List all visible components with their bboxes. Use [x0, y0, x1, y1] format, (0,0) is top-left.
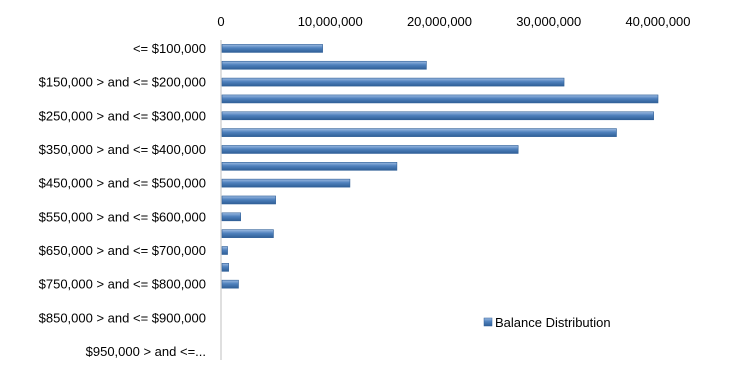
y-tick-label: $850,000 > and <= $900,000 — [39, 310, 206, 325]
x-tick-label: 0 — [217, 14, 224, 29]
bar — [221, 263, 229, 272]
x-tick-label: 20,000,000 — [407, 14, 472, 29]
y-tick-label: <= $100,000 — [133, 41, 206, 56]
bar — [221, 94, 659, 104]
y-tick-label: $250,000 > and <= $300,000 — [39, 108, 206, 123]
bar — [221, 77, 565, 87]
bar — [221, 212, 241, 222]
bar — [221, 229, 274, 238]
x-tick-label: 10,000,000 — [298, 14, 363, 29]
bar — [221, 246, 228, 255]
y-tick-label: $450,000 > and <= $500,000 — [39, 176, 206, 191]
x-tick-label: 40,000,000 — [625, 14, 690, 29]
bar — [221, 195, 276, 205]
y-tick-label: $750,000 > and <= $800,000 — [39, 277, 206, 292]
bar — [221, 111, 654, 121]
bar — [221, 60, 427, 70]
bar — [221, 128, 617, 137]
bar — [221, 162, 398, 171]
legend: Balance Distribution — [483, 315, 611, 330]
y-axis-tick-labels: <= $100,000 $150,000 > and <= $200,000 $25… — [39, 41, 206, 359]
legend-label: Balance Distribution — [495, 315, 611, 330]
x-axis-tick-labels: 0 10,000,000 20,000,000 30,000,000 40,000,00… — [217, 14, 690, 29]
legend-swatch — [483, 317, 493, 327]
bar — [221, 145, 519, 154]
y-tick-label: $350,000 > and <= $400,000 — [39, 142, 206, 157]
y-tick-label: $550,000 > and <= $600,000 — [39, 209, 206, 224]
bar — [221, 279, 239, 289]
y-tick-label: $650,000 > and <= $700,000 — [39, 243, 206, 258]
bar — [221, 178, 351, 188]
y-tick-label: $950,000 > and <=... — [86, 344, 206, 359]
bar-series — [221, 44, 659, 289]
x-tick-label: 30,000,000 — [516, 14, 581, 29]
bar — [221, 44, 323, 53]
y-tick-label: $150,000 > and <= $200,000 — [39, 75, 206, 90]
